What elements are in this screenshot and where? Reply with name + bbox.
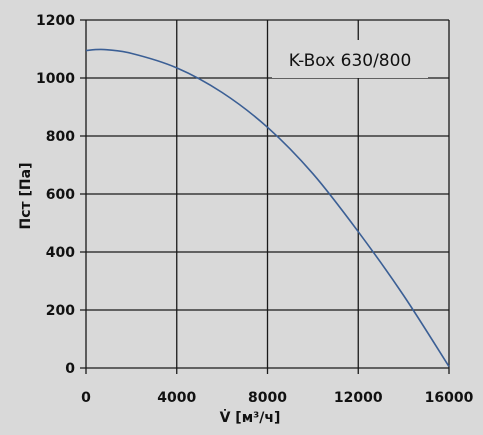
y-tick-label: 1000 [36, 71, 75, 87]
x-axis-label: V̇ [м³/ч] [220, 409, 281, 426]
series-line [85, 48, 450, 367]
y-tick-label: 600 [46, 187, 75, 203]
y-tick-label: 400 [46, 245, 75, 261]
tick-labels: 0 4000 8000 12000 16000 0 200 400 600 800 1000 1200 [36, 13, 474, 406]
y-axis-label: Пст [Па] [18, 163, 34, 230]
x-tick-label: 0 [81, 390, 91, 406]
chart-title: K-Box 630/800 [289, 51, 412, 71]
series-layer [85, 48, 450, 367]
x-tick-label: 4000 [157, 390, 196, 406]
y-tick-label: 800 [46, 129, 75, 145]
y-tick-label: 0 [65, 361, 75, 377]
x-tick-label: 12000 [334, 390, 383, 406]
x-tick-label: 8000 [248, 390, 287, 406]
y-tick-label: 1200 [36, 13, 75, 29]
title-box [272, 40, 428, 78]
x-tick-label: 16000 [425, 390, 474, 406]
y-tick-label: 200 [46, 303, 75, 319]
